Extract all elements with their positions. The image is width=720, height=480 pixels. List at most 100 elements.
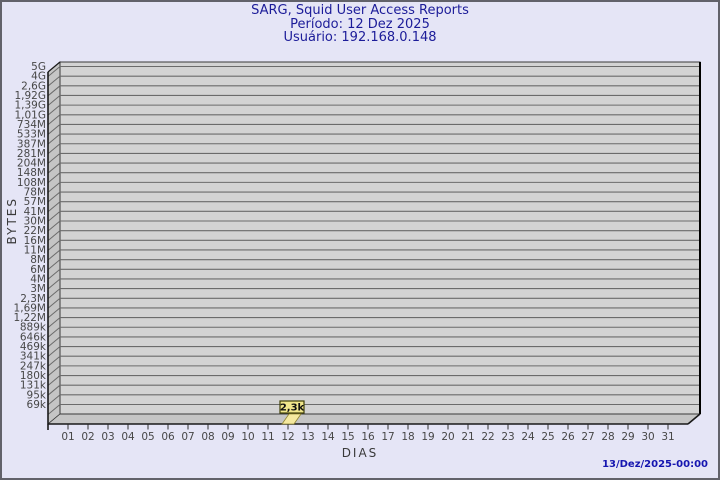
x-tick-label: 29 bbox=[621, 431, 634, 443]
bar-day-12 bbox=[281, 413, 302, 425]
gridline-wall-tick bbox=[47, 394, 61, 406]
y-tick-label: 2,6G bbox=[21, 80, 46, 92]
y-axis-title: BYTES bbox=[5, 197, 19, 245]
x-tick-label: 05 bbox=[141, 431, 154, 443]
x-tick-label: 31 bbox=[661, 431, 674, 443]
x-tick-label: 12 bbox=[281, 431, 294, 443]
gridline-wall-tick bbox=[47, 162, 61, 174]
y-tick-label: 646k bbox=[20, 331, 47, 343]
y-tick-label: 1,01G bbox=[14, 109, 46, 121]
y-tick-label: 281M bbox=[17, 148, 46, 160]
gridline-wall-tick bbox=[47, 133, 61, 145]
x-tick-label: 08 bbox=[201, 431, 214, 443]
gridline-wall-tick bbox=[47, 317, 61, 328]
chart-title: SARG, Squid User Access Reports bbox=[251, 3, 469, 18]
y-tick-label: 469k bbox=[20, 341, 47, 353]
x-tick-label: 20 bbox=[441, 431, 454, 443]
x-tick-label: 01 bbox=[61, 431, 74, 443]
x-tick-label: 07 bbox=[181, 431, 194, 443]
gridline-wall-tick bbox=[47, 249, 61, 261]
gridline-wall-tick bbox=[47, 239, 61, 251]
back-wall bbox=[59, 61, 701, 415]
generation-timestamp: 13/Dez/2025-00:00 bbox=[602, 459, 708, 470]
x-axis-title: DIAS bbox=[341, 446, 379, 460]
y-tick-label: 247k bbox=[20, 360, 47, 372]
gridline-wall-tick bbox=[47, 181, 61, 193]
x-tick-label: 23 bbox=[501, 431, 514, 443]
gridline-wall-tick bbox=[47, 124, 61, 135]
gridline-wall-tick bbox=[47, 346, 61, 357]
gridline-wall-tick bbox=[47, 278, 61, 290]
floor-right-edge bbox=[687, 413, 701, 425]
x-tick-label: 04 bbox=[121, 431, 135, 443]
y-tick-label: 95k bbox=[27, 389, 47, 401]
gridline-wall-tick bbox=[47, 268, 61, 280]
y-tick-label: 30M bbox=[24, 216, 46, 228]
y-tick-label: 387M bbox=[17, 138, 46, 150]
gridline-wall-tick bbox=[47, 201, 61, 213]
x-tick-label: 14 bbox=[321, 431, 335, 443]
gridline-wall-tick bbox=[47, 143, 61, 155]
x-tick-label: 18 bbox=[401, 431, 414, 443]
x-tick-label: 15 bbox=[341, 431, 354, 443]
x-tick-label: 26 bbox=[561, 431, 575, 443]
x-tick-label: 21 bbox=[461, 431, 474, 443]
y-tick-label: 22M bbox=[24, 225, 46, 237]
gridline-wall-tick bbox=[47, 288, 61, 299]
x-tick-label: 28 bbox=[601, 431, 614, 443]
x-tick-label: 24 bbox=[521, 431, 535, 443]
gridline-wall-tick bbox=[47, 355, 61, 367]
gridline-wall-tick bbox=[47, 307, 61, 319]
gridline-wall-tick bbox=[47, 114, 61, 126]
wall-top-edge bbox=[47, 61, 61, 73]
gridline-wall-tick bbox=[47, 259, 61, 271]
gridline-wall-tick bbox=[47, 230, 61, 242]
gridline-wall-tick bbox=[47, 326, 61, 338]
gridline-wall-tick bbox=[47, 375, 61, 386]
y-tick-label: 57M bbox=[24, 196, 46, 208]
y-tick-label: 3M bbox=[30, 283, 46, 295]
chart-header: SARG, Squid User Access Reports Período:… bbox=[0, 4, 720, 45]
gridline-wall-tick bbox=[47, 66, 61, 77]
gridline-wall-tick bbox=[47, 191, 61, 203]
gridline-wall-tick bbox=[47, 210, 61, 222]
y-tick-label: 5G bbox=[31, 61, 46, 73]
bar-value-label: 2,3k bbox=[280, 403, 305, 414]
x-tick-label: 25 bbox=[541, 431, 554, 443]
gridline-wall-tick bbox=[47, 172, 61, 184]
y-tick-label: 533M bbox=[17, 129, 46, 141]
x-tick-label: 16 bbox=[361, 431, 375, 443]
y-tick-label: 148M bbox=[17, 167, 46, 179]
y-tick-label: 6M bbox=[30, 264, 46, 276]
floor bbox=[46, 413, 702, 425]
y-tick-label: 2,3M bbox=[20, 293, 46, 305]
gridline-wall-tick bbox=[47, 404, 61, 415]
chart-period: Período: 12 Dez 2025 bbox=[290, 16, 430, 32]
gridline-wall-tick bbox=[47, 104, 61, 116]
x-tick-label: 30 bbox=[641, 431, 654, 443]
chart-user: Usuário: 192.168.0.148 bbox=[283, 30, 437, 45]
x-tick-label: 17 bbox=[381, 431, 394, 443]
gridline-wall-tick bbox=[47, 336, 61, 348]
y-tick-label: 1,39G bbox=[14, 100, 46, 112]
gridline-wall-tick bbox=[47, 85, 61, 97]
x-tick-label: 27 bbox=[581, 431, 594, 443]
gridline-wall-tick bbox=[47, 75, 61, 87]
x-tick-label: 06 bbox=[161, 431, 175, 443]
x-tick-label: 02 bbox=[81, 431, 94, 443]
y-tick-label: 180k bbox=[20, 370, 47, 382]
y-tick-label: 734M bbox=[17, 119, 46, 131]
y-tick-label: 69k bbox=[27, 399, 47, 411]
y-tick-label: 108M bbox=[17, 177, 46, 189]
y-tick-label: 889k bbox=[20, 322, 47, 334]
y-tick-label: 8M bbox=[30, 254, 46, 266]
y-tick-label: 204M bbox=[17, 158, 46, 170]
gridline-wall-tick bbox=[47, 153, 61, 164]
y-tick-label: 4G bbox=[31, 71, 46, 83]
x-tick-label: 22 bbox=[481, 431, 494, 443]
y-tick-label: 78M bbox=[24, 187, 46, 199]
y-tick-label: 1,22M bbox=[14, 312, 46, 324]
y-tick-label: 1,92G bbox=[14, 90, 46, 102]
